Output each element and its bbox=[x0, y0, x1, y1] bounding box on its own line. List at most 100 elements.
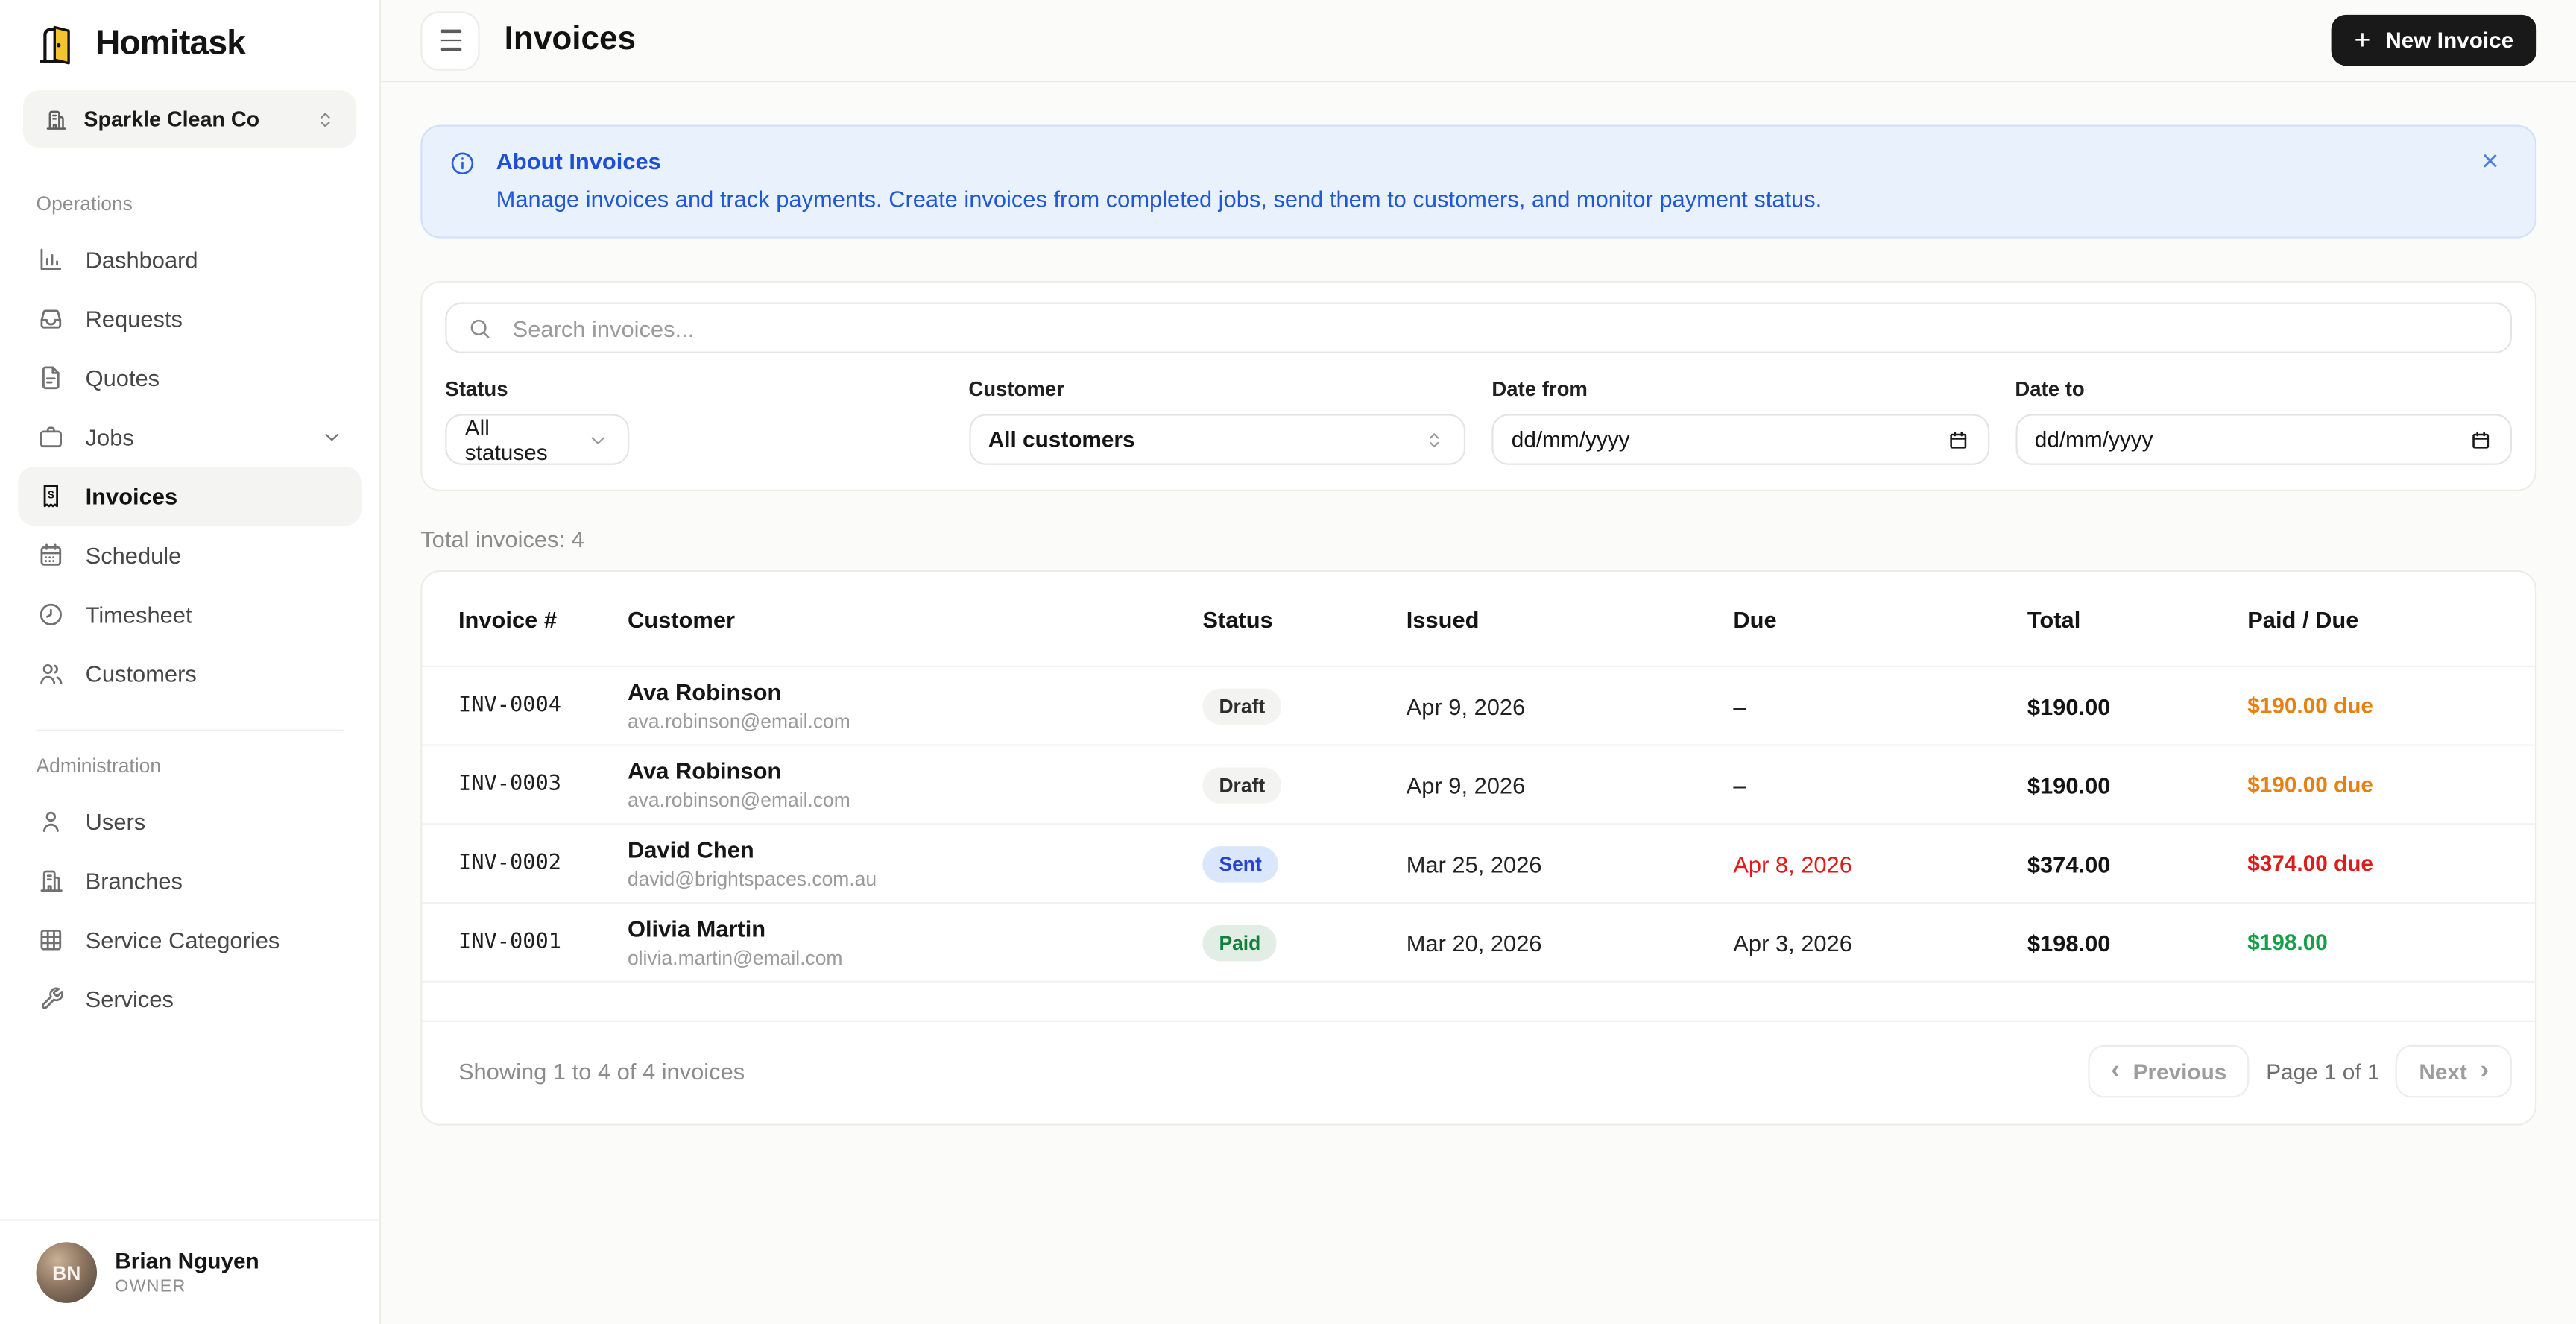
invoice-number: INV-0002 bbox=[458, 851, 561, 876]
sidebar-item-label: Invoices bbox=[85, 483, 178, 510]
sidebar-item-label: Services bbox=[85, 986, 174, 1012]
table-row[interactable]: INV-0003 Ava Robinson ava.robinson@email… bbox=[422, 746, 2535, 825]
customer-email: ava.robinson@email.com bbox=[627, 788, 850, 812]
column-header-paid-due: Paid / Due bbox=[2247, 605, 2359, 632]
sidebar-item-label: Jobs bbox=[85, 423, 134, 450]
sidebar-item-label: Quotes bbox=[85, 365, 160, 391]
customer-label: Customer bbox=[968, 377, 1064, 401]
chevron-up-down-icon bbox=[1429, 432, 1439, 447]
svg-text:$: $ bbox=[48, 489, 54, 501]
date-from-input[interactable]: dd/mm/yyyy bbox=[1491, 414, 1989, 465]
status-select[interactable]: All statuses bbox=[445, 414, 630, 465]
invoice-number: INV-0001 bbox=[458, 930, 561, 955]
calendar-icon bbox=[2472, 430, 2490, 448]
issued-date: Mar 20, 2026 bbox=[1406, 929, 1542, 956]
menu-toggle-button[interactable] bbox=[420, 10, 480, 70]
showing-summary: Showing 1 to 4 of 4 invoices bbox=[458, 1058, 745, 1085]
date-from-value: dd/mm/yyyy bbox=[1511, 427, 1630, 453]
previous-page-button[interactable]: ‹ Previous bbox=[2088, 1044, 2250, 1098]
date-to-input[interactable]: dd/mm/yyyy bbox=[2015, 414, 2513, 465]
user-profile[interactable]: BN Brian Nguyen OWNER bbox=[0, 1219, 380, 1324]
users-icon bbox=[40, 664, 63, 684]
date-from-filter: Date from dd/mm/yyyy bbox=[1491, 378, 1989, 465]
customer-name: Ava Robinson bbox=[627, 678, 782, 705]
about-invoices-banner: About Invoices Manage invoices and track… bbox=[420, 124, 2537, 239]
status-cell: Paid bbox=[1202, 924, 1406, 961]
previous-label: Previous bbox=[2133, 1059, 2227, 1084]
sidebar-item-label: Schedule bbox=[85, 542, 182, 569]
chevron-down-icon bbox=[325, 433, 339, 441]
status-cell: Draft bbox=[1202, 766, 1406, 803]
briefcase-icon bbox=[40, 426, 62, 448]
brand-name: Homitask bbox=[95, 25, 246, 63]
building-icon bbox=[46, 110, 66, 129]
date-to-label: Date to bbox=[2015, 377, 2085, 401]
status-value: All statuses bbox=[464, 414, 548, 464]
status-label: Status bbox=[445, 377, 508, 401]
table-row[interactable]: INV-0002 David Chen david@brightspaces.c… bbox=[422, 825, 2535, 904]
sidebar-item-jobs[interactable]: Jobs bbox=[18, 408, 362, 467]
status-badge: Draft bbox=[1202, 766, 1282, 803]
status-filter: Status All statuses bbox=[445, 378, 942, 465]
company-name: Sparkle Clean Co bbox=[83, 107, 260, 132]
table-row[interactable]: INV-0001 Olivia Martin olivia.martin@ema… bbox=[422, 904, 2535, 983]
customer-select[interactable]: All customers bbox=[968, 414, 1466, 465]
customer-name: Ava Robinson bbox=[627, 757, 782, 784]
total-amount: $198.00 bbox=[2027, 929, 2111, 956]
search-input[interactable] bbox=[509, 312, 2491, 343]
sidebar-item-label: Customers bbox=[85, 661, 197, 687]
sidebar-item-services[interactable]: Services bbox=[18, 969, 362, 1028]
sidebar-item-users[interactable]: Users bbox=[18, 792, 362, 851]
paid-due-amount: $374.00 due bbox=[2247, 851, 2373, 876]
issued-date: Mar 25, 2026 bbox=[1406, 850, 1542, 877]
sidebar-item-label: Branches bbox=[85, 867, 183, 895]
chevron-right-icon: › bbox=[2480, 1056, 2490, 1085]
sidebar: Homitask Sparkle Clean Co Operations Das… bbox=[0, 0, 382, 1324]
info-icon bbox=[451, 152, 474, 175]
total-amount: $374.00 bbox=[2027, 850, 2111, 877]
date-to-value: dd/mm/yyyy bbox=[2034, 427, 2153, 453]
avatar: BN bbox=[36, 1242, 98, 1303]
due-date: Apr 8, 2026 bbox=[1733, 850, 1852, 877]
new-invoice-label: New Invoice bbox=[2385, 28, 2514, 53]
search-box bbox=[445, 302, 2513, 353]
pagination: ‹ Previous Page 1 of 1 Next › bbox=[2088, 1044, 2513, 1098]
sidebar-item-quotes[interactable]: Quotes bbox=[18, 348, 362, 407]
table-row[interactable]: INV-0004 Ava Robinson ava.robinson@email… bbox=[422, 667, 2535, 746]
sidebar-nav-administration: Users Branches Service Categories Servic… bbox=[0, 792, 379, 1028]
sidebar-item-invoices[interactable]: $ Invoices bbox=[18, 466, 362, 526]
sidebar-item-customers[interactable]: Customers bbox=[18, 644, 362, 703]
calendar-icon bbox=[40, 543, 62, 566]
table-spacer bbox=[422, 983, 2534, 1021]
new-invoice-button[interactable]: + New Invoice bbox=[2331, 14, 2537, 66]
sidebar-section-operations: Operations bbox=[36, 192, 133, 215]
main-area: Invoices + New Invoice About Invoices Ma… bbox=[381, 0, 2576, 1324]
sidebar-item-branches[interactable]: Branches bbox=[18, 851, 362, 910]
chevron-down-icon bbox=[591, 436, 605, 444]
user-role: OWNER bbox=[115, 1276, 186, 1296]
sidebar-item-label: Dashboard bbox=[85, 246, 198, 273]
due-date: – bbox=[1733, 693, 1746, 719]
column-header-status: Status bbox=[1202, 605, 1273, 632]
sidebar-item-timesheet[interactable]: Timesheet bbox=[18, 585, 362, 644]
wrench-icon bbox=[41, 987, 63, 1009]
sidebar-item-service-categories[interactable]: Service Categories bbox=[18, 910, 362, 969]
door-logo-icon bbox=[40, 25, 70, 65]
page-title: Invoices bbox=[504, 21, 637, 58]
sidebar-item-dashboard[interactable]: Dashboard bbox=[18, 230, 362, 289]
banner-close-icon[interactable]: × bbox=[2472, 145, 2509, 177]
customer-email: ava.robinson@email.com bbox=[627, 709, 850, 733]
sidebar-item-schedule[interactable]: Schedule bbox=[18, 526, 362, 584]
company-selector[interactable]: Sparkle Clean Co bbox=[22, 90, 357, 148]
total-invoices-count: Total invoices: 4 bbox=[420, 526, 584, 552]
sidebar-item-requests[interactable]: Requests bbox=[18, 289, 362, 348]
grid-icon bbox=[40, 929, 62, 951]
date-to-filter: Date to dd/mm/yyyy bbox=[2015, 377, 2513, 465]
next-page-button[interactable]: Next › bbox=[2396, 1044, 2513, 1098]
bar-chart-icon bbox=[40, 248, 62, 271]
search-icon bbox=[470, 318, 490, 338]
customer-cell: Ava Robinson ava.robinson@email.com bbox=[628, 678, 1202, 732]
paid-due-amount: $198.00 bbox=[2247, 930, 2328, 955]
customer-cell: Olivia Martin olivia.martin@email.com bbox=[628, 915, 1202, 969]
